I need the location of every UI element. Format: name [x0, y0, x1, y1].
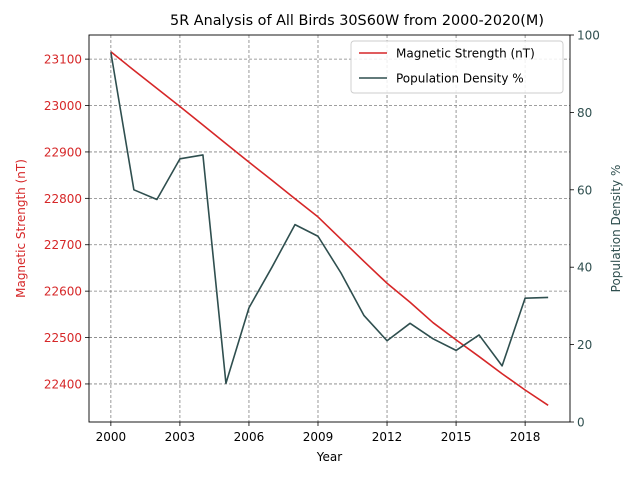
y-axis-right-label: Population Density %: [609, 165, 623, 293]
x-tick-label: 2012: [372, 430, 403, 444]
x-tick-label: 2006: [234, 430, 265, 444]
y-axis-right: 0 20 40 60 80 100: [570, 29, 600, 430]
y-left-tick-label: 22500: [44, 331, 82, 345]
series-line-population-density: [110, 52, 549, 385]
y-left-tick-label: 22800: [44, 192, 82, 206]
y-left-tick-label: 23000: [44, 99, 82, 113]
y-right-tick-label: 20: [577, 338, 592, 352]
y-right-tick-label: 60: [577, 183, 592, 197]
series-lines: [110, 51, 549, 406]
x-tick-label: 2000: [96, 430, 127, 444]
plot-frame: [88, 34, 571, 423]
x-tick-label: 2018: [510, 430, 541, 444]
y-right-tick-label: 80: [577, 106, 592, 120]
x-axis-label: Year: [316, 450, 342, 464]
chart-title: 5R Analysis of All Birds 30S60W from 200…: [170, 13, 544, 29]
x-tick-label: 2009: [303, 430, 334, 444]
legend-box: [350, 40, 564, 94]
y-axis-left: 22400 22500 22600 22700 22800 22900 23000 23100: [44, 53, 89, 391]
y-right-tick-label: 0: [577, 416, 585, 430]
x-axis: 2000 2003 2006 2009 2012 2015 2018: [96, 422, 541, 444]
x-tick-label: 2003: [165, 430, 196, 444]
y-left-tick-label: 22600: [44, 285, 82, 299]
y-left-tick-label: 22400: [44, 377, 82, 391]
y-left-tick-label: 22900: [44, 145, 82, 159]
y-left-tick-label: 23100: [44, 53, 82, 67]
y-right-tick-label: 40: [577, 261, 592, 275]
y-right-tick-label: 100: [577, 29, 600, 43]
series-line-magnetic-strength: [110, 51, 549, 406]
x-tick-label: 2015: [441, 430, 472, 444]
legend-label-population: Population Density %: [396, 72, 524, 86]
y-axis-left-label: Magnetic Strength (nT): [14, 159, 28, 298]
legend-label-magnetic: Magnetic Strength (nT): [396, 47, 535, 61]
legend: Magnetic Strength (nT) Population Densit…: [350, 40, 564, 94]
y-left-tick-label: 22700: [44, 238, 82, 252]
